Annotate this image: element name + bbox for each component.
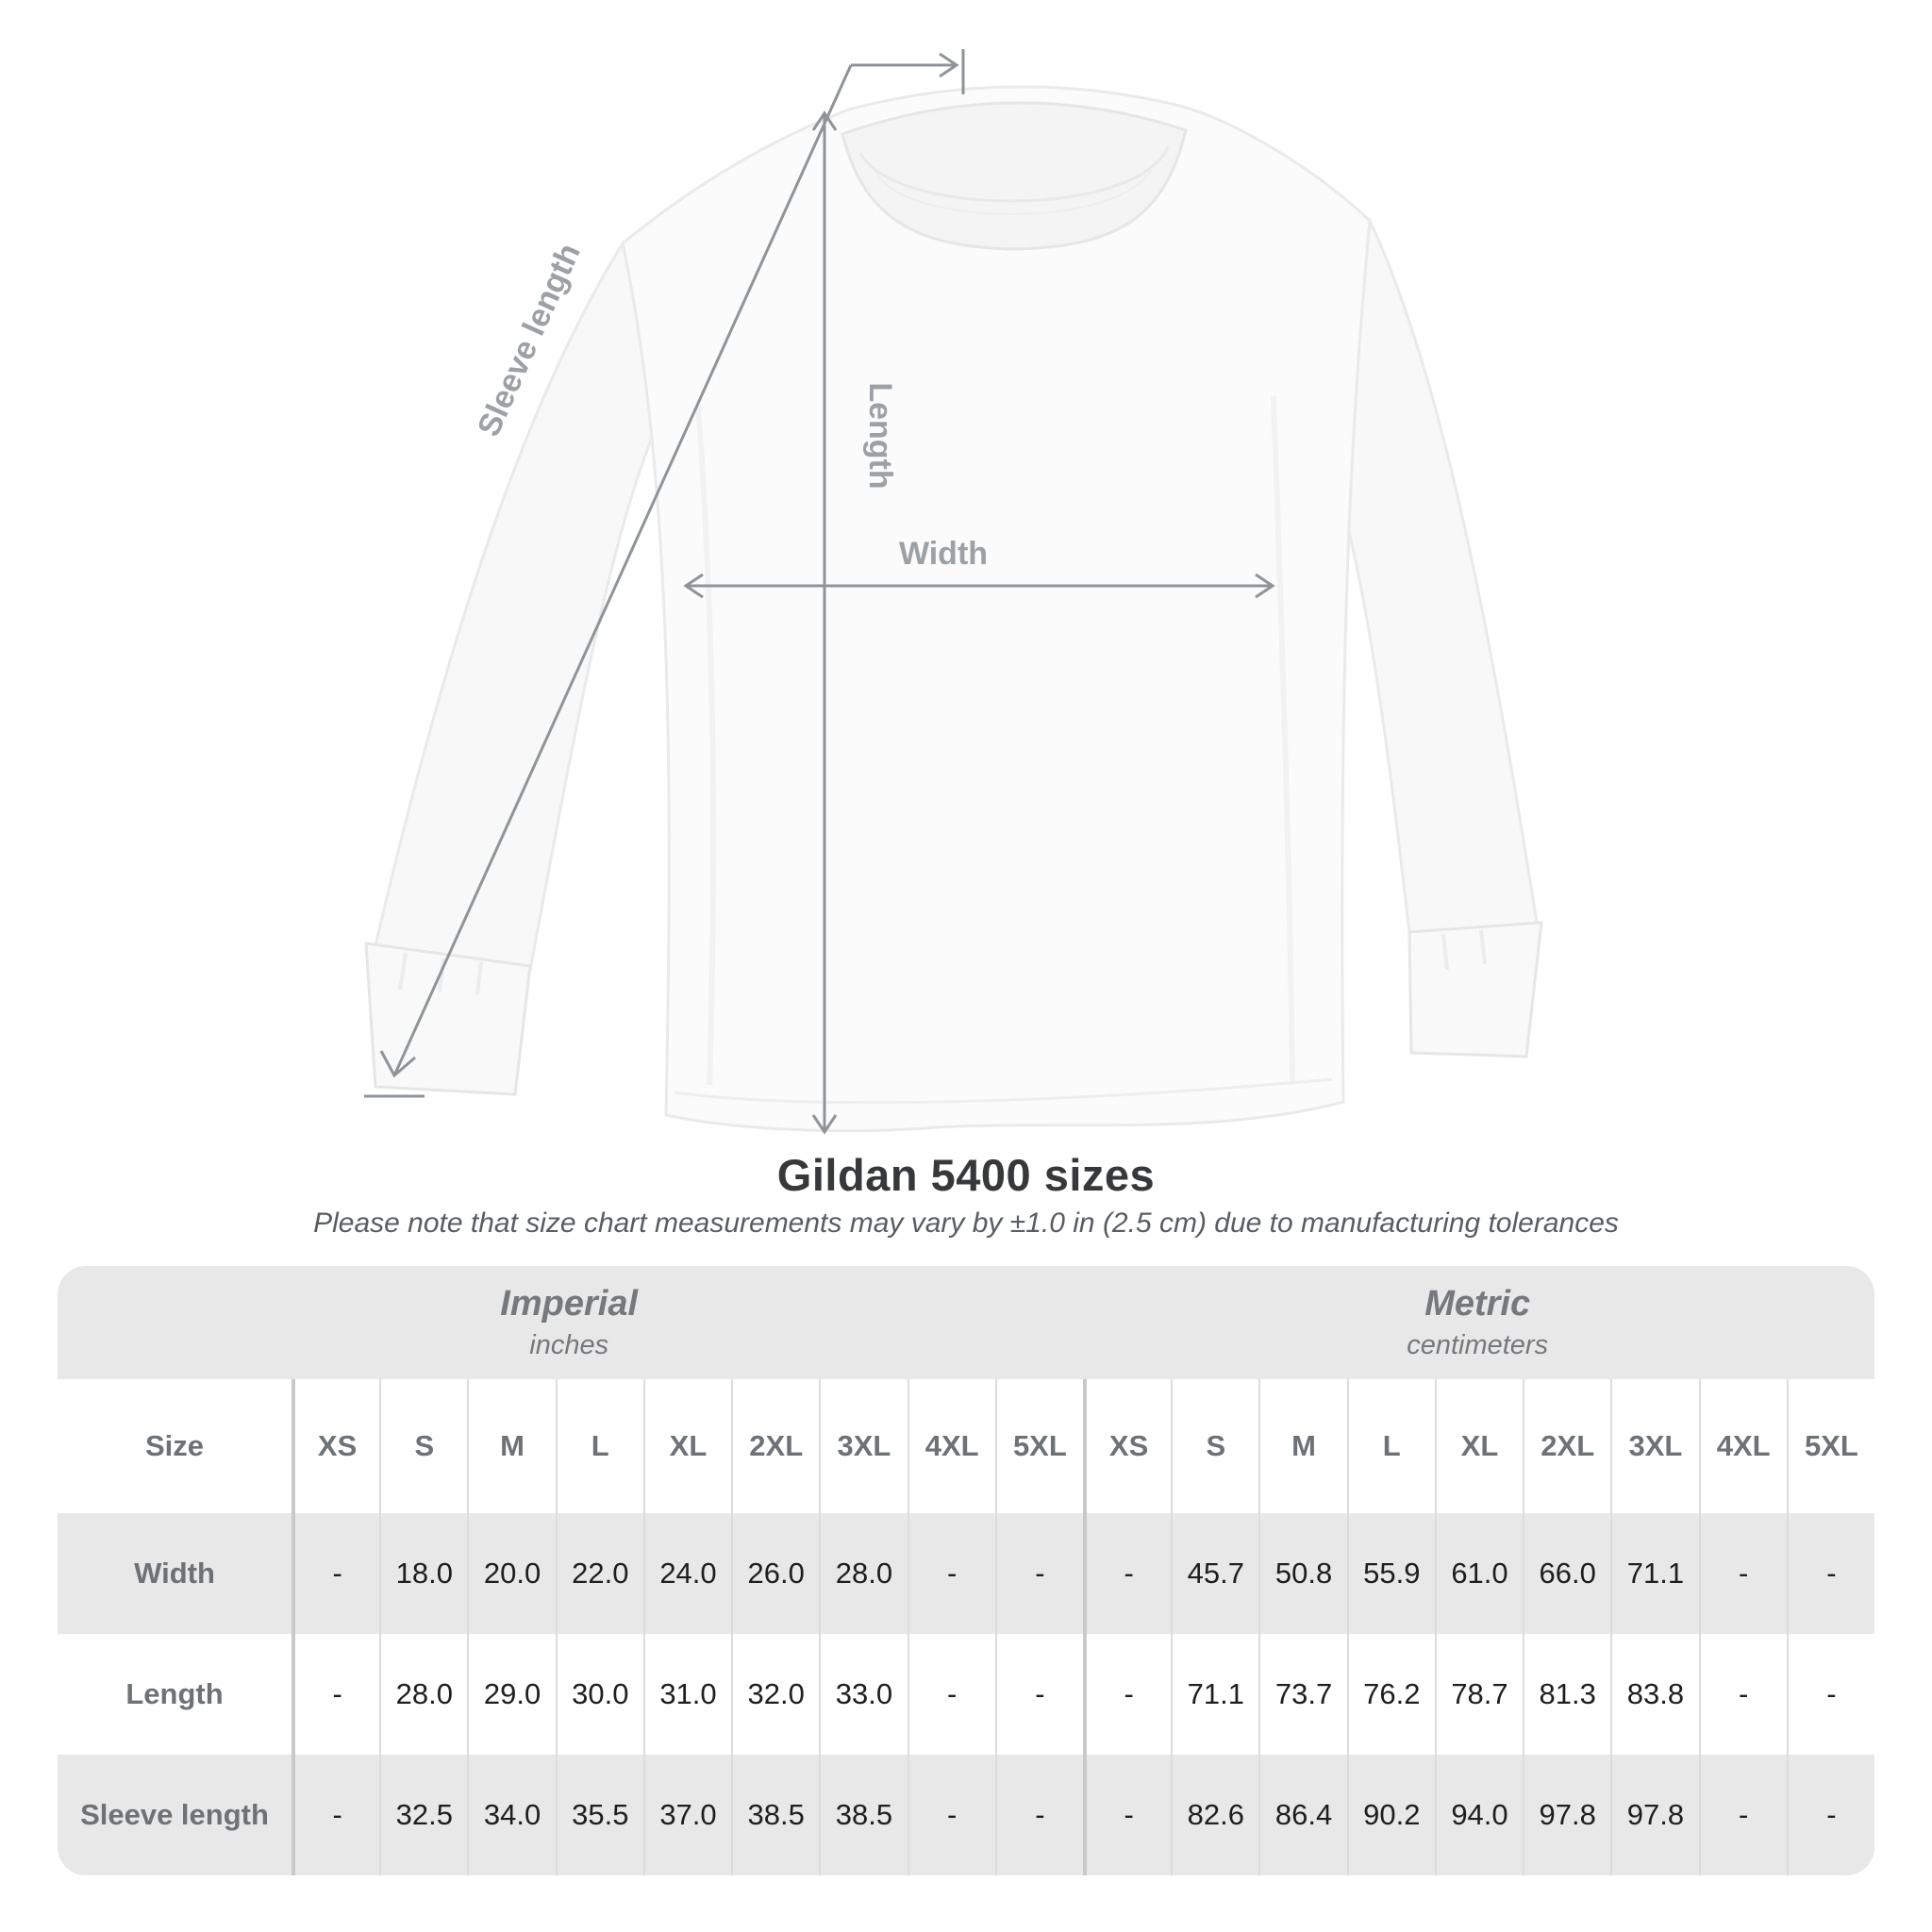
table-cell: 55.9: [1346, 1513, 1435, 1634]
table-cell: 20.0: [467, 1513, 555, 1634]
size-header: XS: [1082, 1379, 1171, 1513]
size-header: L: [555, 1379, 643, 1513]
table-cell: 28.0: [819, 1513, 907, 1634]
size-header: 4XL: [1698, 1379, 1787, 1513]
table-cell: -: [1786, 1755, 1874, 1875]
size-header: 3XL: [1610, 1379, 1698, 1513]
row-label: Width: [134, 1557, 215, 1590]
size-header: 5XL: [994, 1379, 1083, 1513]
chart-subtitle: Please note that size chart measurements…: [313, 1208, 1619, 1239]
table-cell: 45.7: [1171, 1513, 1258, 1634]
table-cell: -: [1786, 1634, 1874, 1755]
table-cell: -: [1082, 1513, 1171, 1634]
table-cell: -: [994, 1755, 1083, 1875]
table-cell: 38.5: [819, 1755, 907, 1875]
table-cell: 18.0: [379, 1513, 467, 1634]
table-cell: -: [1698, 1755, 1787, 1875]
table-cell: 35.5: [555, 1755, 643, 1875]
table-cell: 97.8: [1523, 1755, 1610, 1875]
row-label: Length: [125, 1677, 224, 1710]
size-header: 3XL: [819, 1379, 907, 1513]
table-cell: -: [1698, 1513, 1787, 1634]
width-row: Width - 18.0 20.0 22.0 24.0 26.0 28.0 - …: [58, 1513, 1874, 1634]
length-label: Length: [862, 382, 898, 489]
table-cell: 26.0: [731, 1513, 819, 1634]
table-cell: -: [1786, 1513, 1874, 1634]
table-cell: 37.0: [642, 1755, 731, 1875]
table-cell: -: [994, 1634, 1083, 1755]
length-arrow: [811, 110, 838, 1135]
imperial-unit-header: Imperial inches: [58, 1266, 1080, 1379]
table-cell: 32.0: [731, 1634, 819, 1755]
size-header: S: [379, 1379, 467, 1513]
table-cell: -: [291, 1634, 379, 1755]
size-header: 5XL: [1786, 1379, 1874, 1513]
size-header: XS: [291, 1379, 379, 1513]
imperial-label: Imperial: [500, 1284, 639, 1324]
unit-band: Imperial inches Metric centimeters: [58, 1266, 1874, 1379]
table-cell: -: [994, 1513, 1083, 1634]
size-header: XL: [642, 1379, 731, 1513]
table-cell: 29.0: [467, 1634, 555, 1755]
sleeve-length-arrow: [364, 49, 965, 1098]
table-cell: 28.0: [379, 1634, 467, 1755]
metric-unit-header: Metric centimeters: [1080, 1266, 1874, 1379]
table-cell: 30.0: [555, 1634, 643, 1755]
table-cell: 82.6: [1171, 1755, 1258, 1875]
table-cell: 83.8: [1610, 1634, 1698, 1755]
table-cell: 33.0: [819, 1634, 907, 1755]
table-cell: -: [1698, 1634, 1787, 1755]
imperial-sublabel: inches: [529, 1330, 609, 1360]
shirt-illustration: [364, 85, 1543, 1133]
table-cell: 81.3: [1523, 1634, 1610, 1755]
table-cell: 71.1: [1171, 1634, 1258, 1755]
table-cell: 86.4: [1258, 1755, 1346, 1875]
size-header: M: [1258, 1379, 1346, 1513]
table-cell: 22.0: [555, 1513, 643, 1634]
size-header-row: Size XS S M L XL 2XL 3XL 4XL 5XL XS S M …: [58, 1379, 1874, 1513]
table-cell: 34.0: [467, 1755, 555, 1875]
table-cell: 97.8: [1610, 1755, 1698, 1875]
table-cell: 66.0: [1523, 1513, 1610, 1634]
table-cell: -: [291, 1513, 379, 1634]
sleeve-length-row: Sleeve length - 32.5 34.0 35.5 37.0 38.5…: [58, 1755, 1874, 1875]
table-cell: 76.2: [1346, 1634, 1435, 1755]
size-header: M: [467, 1379, 555, 1513]
table-cell: -: [907, 1634, 995, 1755]
table-cell: 61.0: [1434, 1513, 1523, 1634]
size-header: L: [1346, 1379, 1435, 1513]
width-label: Width: [899, 536, 988, 572]
size-header: 4XL: [907, 1379, 995, 1513]
size-header: S: [1171, 1379, 1258, 1513]
table-cell: -: [907, 1513, 995, 1634]
table-cell: 32.5: [379, 1755, 467, 1875]
table-cell: -: [907, 1755, 995, 1875]
measurement-arrows: [364, 49, 1275, 1135]
shirt-diagram: Sleeve length Length Width: [364, 49, 1543, 1135]
table-cell: -: [1082, 1755, 1171, 1875]
length-row: Length - 28.0 29.0 30.0 31.0 32.0 33.0 -…: [58, 1634, 1874, 1755]
table-cell: 73.7: [1258, 1634, 1346, 1755]
size-column-header: Size: [144, 1429, 205, 1462]
table-cell: 31.0: [642, 1634, 731, 1755]
size-header: 2XL: [731, 1379, 819, 1513]
table-cell: 71.1: [1610, 1513, 1698, 1634]
table-cell: 90.2: [1346, 1755, 1435, 1875]
table-cell: 78.7: [1434, 1634, 1523, 1755]
size-header: XL: [1434, 1379, 1523, 1513]
metric-sublabel: centimeters: [1407, 1330, 1549, 1360]
chart-title: Gildan 5400 sizes: [776, 1150, 1156, 1200]
metric-label: Metric: [1424, 1284, 1531, 1324]
table-cell: 24.0: [642, 1513, 731, 1634]
table-cell: -: [291, 1755, 379, 1875]
width-arrow: [683, 573, 1275, 599]
table-cell: 38.5: [731, 1755, 819, 1875]
table-cell: 94.0: [1434, 1755, 1523, 1875]
table-cell: -: [1082, 1634, 1171, 1755]
row-label: Sleeve length: [80, 1798, 269, 1831]
table-cell: 50.8: [1258, 1513, 1346, 1634]
size-table: Imperial inches Metric centimeters Size …: [58, 1266, 1874, 1875]
size-header: 2XL: [1523, 1379, 1610, 1513]
